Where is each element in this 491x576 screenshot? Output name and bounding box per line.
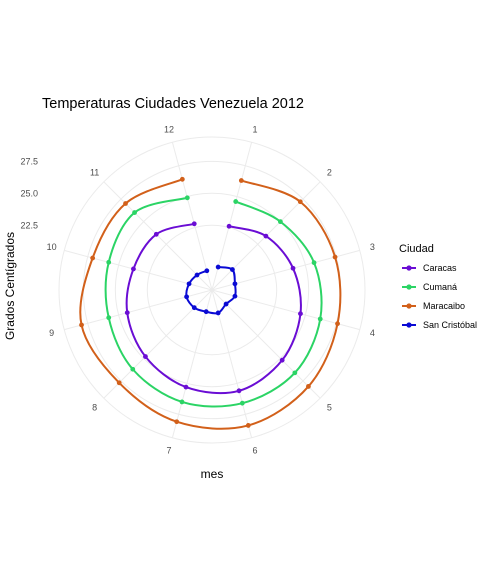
data-point: [194, 272, 200, 278]
data-point: [239, 400, 245, 406]
data-point: [132, 210, 137, 215]
data-point: [215, 310, 221, 316]
grid-circle-0: [146, 224, 278, 356]
x-tick-label: 1: [252, 125, 257, 135]
legend-title: Ciudad: [399, 243, 434, 255]
series-2: [79, 176, 342, 430]
data-point: [204, 268, 210, 274]
x-tick-label: 12: [164, 125, 174, 135]
data-point: [232, 293, 238, 299]
series-1: [104, 195, 323, 408]
legend-label: Caracas: [423, 263, 457, 273]
x-tick-label: 8: [92, 402, 97, 412]
data-point: [232, 281, 238, 287]
x-axis-title: mes: [201, 467, 224, 481]
y-tick-label: 27.5: [20, 156, 38, 166]
data-point: [191, 305, 197, 311]
data-point: [290, 265, 296, 271]
data-point: [335, 321, 340, 327]
y-axis-title: Grados Centígrados: [3, 232, 17, 340]
grid-spoke: [211, 289, 321, 399]
data-point: [236, 388, 242, 394]
grid-spoke: [64, 289, 213, 331]
data-point: [90, 255, 96, 261]
data-point: [130, 366, 136, 372]
data-point: [306, 384, 311, 389]
data-point: [215, 264, 221, 270]
legend-key-point: [406, 284, 412, 290]
data-point: [184, 195, 190, 201]
x-tick-label: 9: [49, 328, 54, 338]
x-tick-label: 5: [327, 402, 332, 412]
series-line: [125, 222, 302, 395]
grid-circle-outer: [58, 136, 366, 444]
data-point: [79, 322, 84, 328]
data-point: [179, 399, 185, 405]
legend: Ciudad Caracas Cumaná Maracaibo San Cristób…: [399, 243, 477, 330]
grid-circle-1: [114, 192, 310, 388]
legend-items: Caracas Cumaná Maracaibo San Cristóbal: [402, 263, 477, 330]
data-point: [279, 357, 285, 363]
data-point: [311, 260, 317, 266]
data-point: [174, 419, 180, 425]
legend-label: San Cristóbal: [423, 320, 477, 330]
data-point: [317, 316, 323, 322]
y-tick-label: 22.5: [20, 220, 38, 230]
data-point: [297, 199, 303, 205]
data-point: [203, 309, 209, 315]
data-point: [263, 233, 269, 239]
legend-item-1: Cumaná: [402, 282, 457, 292]
series-layer: [79, 176, 342, 430]
data-point: [230, 267, 235, 272]
grid-spoke: [171, 289, 213, 438]
data-point: [183, 384, 189, 390]
x-tick-label: 6: [252, 445, 257, 455]
x-tick-label: 7: [167, 445, 172, 455]
data-point: [131, 266, 136, 272]
data-point: [106, 315, 112, 321]
legend-label: Maracaibo: [423, 301, 465, 311]
data-point: [233, 199, 239, 204]
data-point: [123, 201, 128, 206]
data-point: [184, 294, 189, 300]
data-point: [179, 176, 185, 182]
data-point: [153, 231, 159, 237]
legend-item-0: Caracas: [402, 263, 457, 273]
series-3: [184, 264, 238, 316]
data-point: [332, 254, 338, 260]
data-point: [292, 370, 298, 376]
legend-key-point: [406, 265, 412, 271]
x-tick-label: 4: [370, 328, 375, 338]
data-point: [106, 259, 112, 265]
legend-label: Cumaná: [423, 282, 457, 292]
series-line: [104, 196, 323, 408]
data-point: [277, 219, 283, 225]
legend-item-3: San Cristóbal: [402, 320, 477, 330]
legend-item-2: Maracaibo: [402, 301, 465, 311]
grid-spoke: [171, 142, 213, 291]
data-point: [226, 223, 232, 229]
data-point: [191, 221, 197, 227]
data-point: [124, 310, 130, 316]
data-point: [186, 281, 192, 287]
data-point: [223, 301, 229, 307]
chart-title: Temperaturas Ciudades Venezuela 2012: [42, 96, 304, 112]
x-tick-label: 11: [90, 168, 99, 178]
data-point: [298, 311, 303, 317]
legend-key-point: [406, 303, 412, 309]
x-tick-label: 3: [370, 242, 375, 252]
series-0: [124, 221, 303, 395]
y-tick-label: 25.0: [20, 188, 38, 198]
data-point: [245, 423, 251, 428]
data-point: [143, 354, 148, 359]
x-tick-label: 2: [327, 168, 332, 178]
data-point: [116, 380, 122, 386]
data-point: [238, 178, 244, 183]
x-tick-label: 10: [47, 242, 57, 252]
legend-key-point: [406, 322, 412, 328]
